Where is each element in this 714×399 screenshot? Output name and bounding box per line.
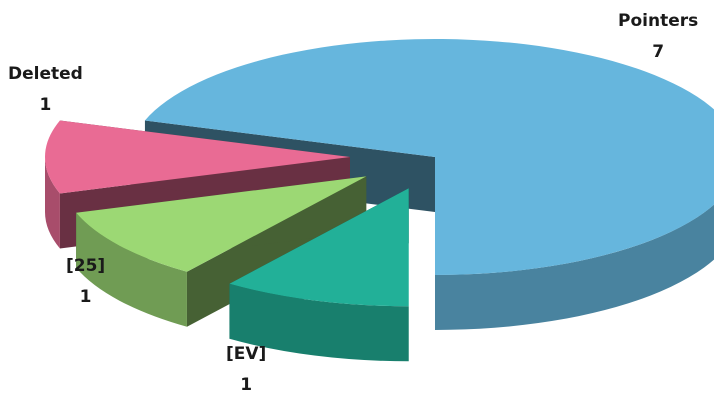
slice-value-ev: 1 xyxy=(240,375,253,395)
slice-edge-pointers-0 xyxy=(435,204,714,330)
slice-ev xyxy=(229,188,409,362)
label-ev: [EV] 1 xyxy=(226,346,266,394)
slice-edge-ev-0 xyxy=(229,283,409,362)
slice-label-25: [25] xyxy=(66,256,106,276)
slice-top-deleted xyxy=(45,120,351,194)
slice-value-25: 1 xyxy=(79,287,92,307)
slice-value-deleted: 1 xyxy=(39,95,52,115)
slice-top-25 xyxy=(76,176,367,272)
slice-value-pointers: 7 xyxy=(652,42,665,62)
slice-top-pointers xyxy=(144,39,714,275)
slice-label-pointers: Pointers xyxy=(618,11,699,31)
slice-edge-25-0 xyxy=(76,212,187,327)
label-deleted: Deleted 1 xyxy=(8,66,83,114)
slice-label-ev: [EV] xyxy=(226,344,267,364)
label-25: [25] 1 xyxy=(66,258,105,306)
label-pointers: Pointers 7 xyxy=(618,13,698,61)
slice-top-ev xyxy=(229,188,409,307)
slice-label-deleted: Deleted xyxy=(8,64,83,84)
slice-edge-deleted-0 xyxy=(45,157,60,249)
